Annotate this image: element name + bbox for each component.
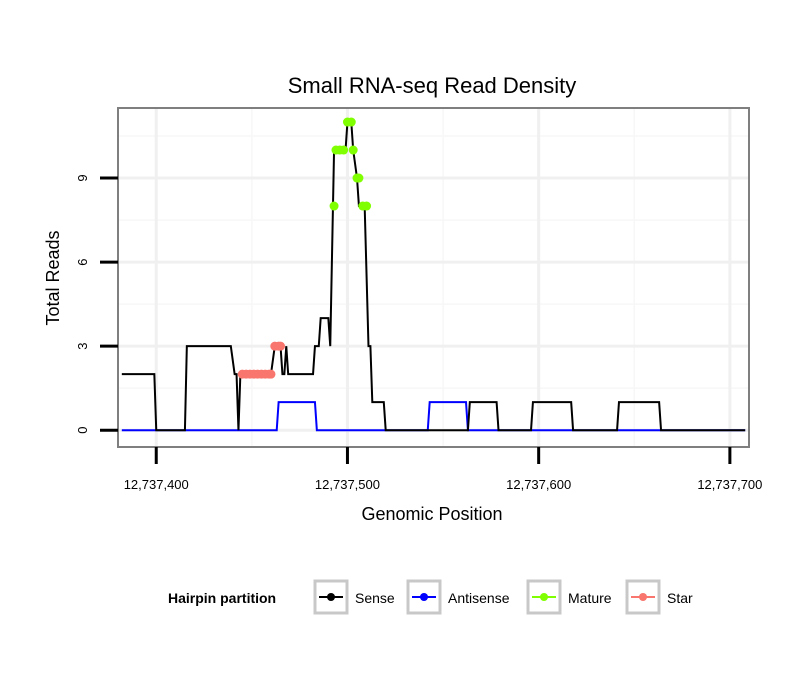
point-star [266, 369, 276, 379]
plot-panel [118, 108, 749, 447]
legend-key-dot [540, 593, 548, 601]
legend-label-antisense: Antisense [448, 590, 510, 606]
x-tick-label: 12,737,500 [315, 477, 380, 492]
y-tick-label: 3 [75, 343, 90, 350]
x-axis-title: Genomic Position [361, 504, 502, 524]
legend: Hairpin partition Sense Antisense Mature St… [168, 579, 693, 615]
plot-border [117, 107, 750, 448]
legend-label-mature: Mature [568, 590, 612, 606]
point-mature [354, 173, 364, 183]
legend-label-sense: Sense [355, 590, 395, 606]
legend-label-star: Star [667, 590, 693, 606]
legend-key-dot [639, 593, 647, 601]
x-tick-label: 12,737,700 [697, 477, 762, 492]
point-mature [348, 145, 358, 155]
legend-title: Hairpin partition [168, 590, 276, 606]
point-mature [362, 201, 372, 211]
x-tick-label: 12,737,600 [506, 477, 571, 492]
legend-key-dot [420, 593, 428, 601]
y-tick-label: 9 [75, 174, 90, 181]
x-tick-label: 12,737,400 [124, 477, 189, 492]
series-line-antisense [121, 401, 746, 432]
y-axis-title: Total Reads [43, 230, 63, 325]
y-tick-label: 0 [75, 427, 90, 434]
chart-title: Small RNA-seq Read Density [288, 73, 577, 98]
legend-key-dot [327, 593, 335, 601]
x-axis: 12,737,400 12,737,500 12,737,600 12,737,700 [124, 447, 762, 492]
point-mature [346, 117, 356, 127]
y-axis: 0 3 6 9 [75, 174, 118, 434]
point-mature [339, 145, 349, 155]
point-star [276, 341, 286, 351]
point-mature [329, 201, 339, 211]
minor-gridlines [118, 108, 749, 447]
y-tick-label: 6 [75, 258, 90, 265]
series-layer [121, 117, 746, 432]
